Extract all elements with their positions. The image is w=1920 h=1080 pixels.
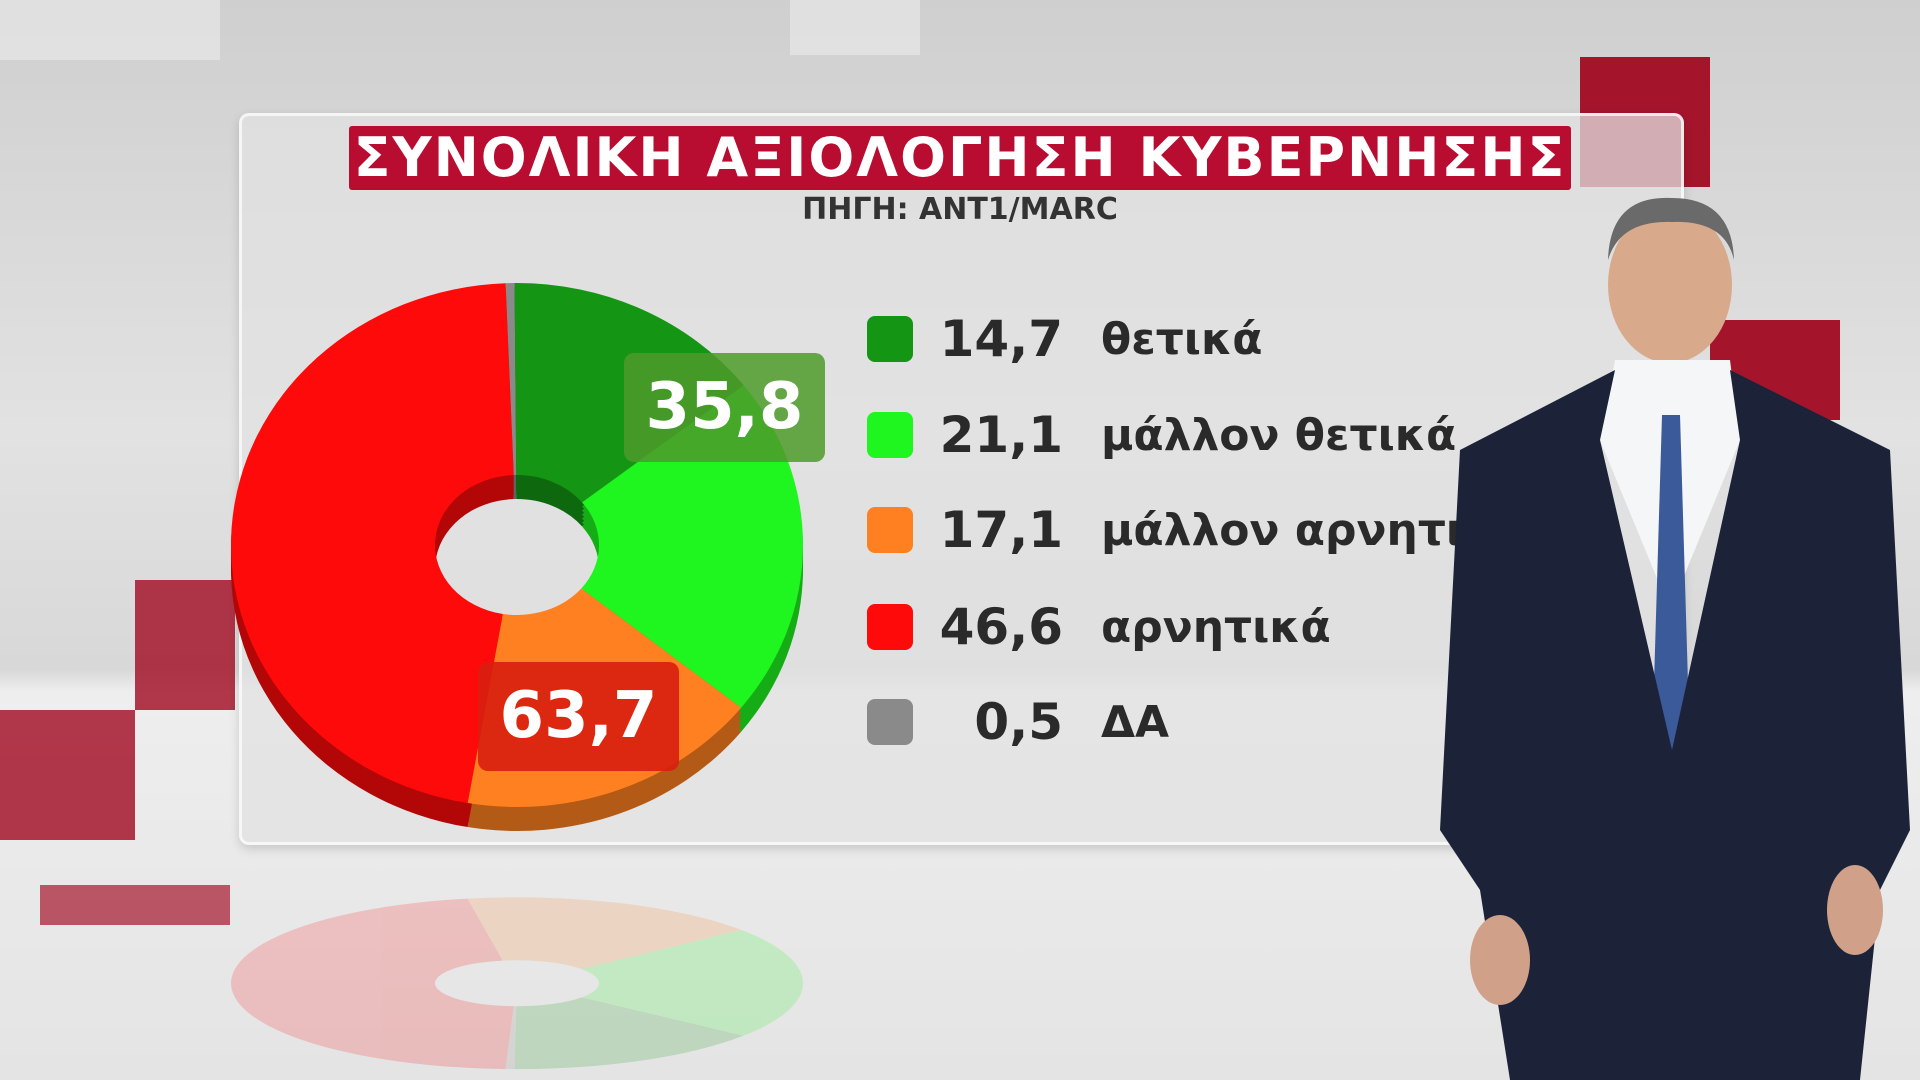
legend-item: 46,6 αρνητικά [867, 598, 1331, 656]
slice-reflection [467, 897, 742, 969]
legend-label: μάλλον αρνητικά [1101, 504, 1525, 556]
legend-value: 17,1 [939, 501, 1063, 559]
legend-label: ΔΑ [1101, 696, 1170, 748]
legend-swatch [867, 316, 913, 362]
slice-0 [505, 283, 517, 476]
legend-value: 0,5 [974, 693, 1063, 751]
slice-2 [581, 385, 803, 708]
bg-red-tile [40, 885, 230, 925]
legend-value: 46,6 [939, 598, 1063, 656]
legend-label: θετικά [1101, 313, 1263, 365]
bg-tile [790, 0, 920, 55]
legend-item: 14,7 θετικά [867, 310, 1263, 368]
bg-tile [0, 0, 220, 60]
source-label: ΠΗΓΗ: ANT1/MARC [802, 192, 1118, 227]
bg-red-tile [0, 710, 135, 840]
slice-reflection [505, 1006, 517, 1070]
legend-label: μάλλον θετικά [1101, 409, 1457, 461]
slice-reflection [514, 997, 744, 1070]
group-label-positive: 35,8 [624, 353, 825, 462]
legend-swatch [867, 412, 913, 458]
slice-reflection [581, 929, 803, 1036]
chart-title: ΣΥΝΟΛΙΚΗ ΑΞΙΟΛΟΓΗΣΗ ΚΥΒΕΡΝΗΣΗΣ [349, 126, 1571, 190]
legend-value: 14,7 [939, 310, 1063, 368]
legend-value: 21,1 [939, 406, 1063, 464]
slice-reflection [230, 898, 514, 1070]
legend-swatch [867, 604, 913, 650]
legend-item: 17,1 μάλλον αρνητικά [867, 501, 1525, 559]
legend-label: αρνητικά [1101, 601, 1331, 653]
legend-item: 0,5 ΔΑ [867, 693, 1170, 751]
person-photo [1440, 197, 1910, 1080]
legend-item: 21,1 μάλλον θετικά [867, 406, 1457, 464]
slice-4 [230, 283, 514, 804]
legend-swatch [867, 507, 913, 553]
group-label-negative: 63,7 [478, 662, 679, 771]
legend-swatch [867, 699, 913, 745]
bg-red-tile [135, 580, 235, 710]
